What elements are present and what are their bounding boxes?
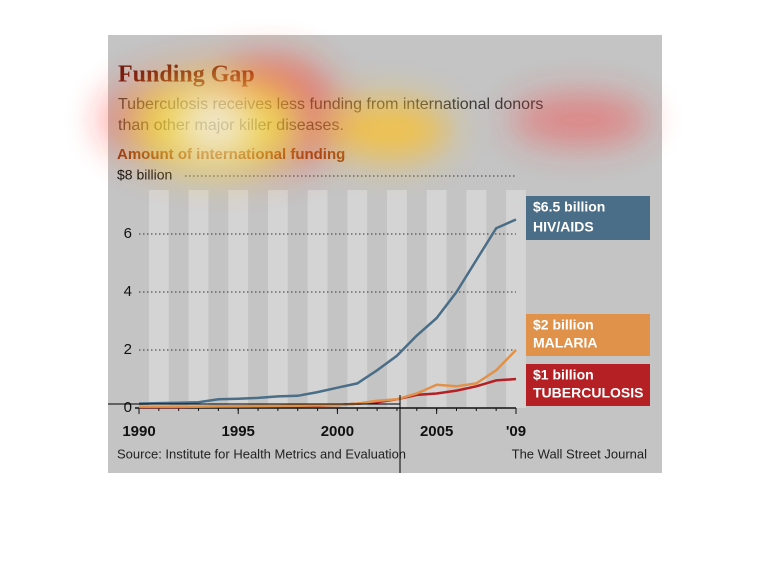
legend-label: TUBERCULOSIS [533,385,643,401]
heatmap [100,55,650,175]
data-label: $2 billion [533,317,594,333]
legend-box [526,196,650,240]
plot-area: 0 2 4 6 $8 billion 1990 1995 2000 2005 '09 $6.5 bi… [117,167,650,440]
x-tick-label: 2000 [321,423,354,440]
credit: The Wall Street Journal [512,446,647,461]
stripe [228,190,249,408]
x-tick-label: '09 [506,423,526,440]
x-tick-label: 2005 [420,423,453,440]
data-label: $6.5 billion [533,199,605,215]
series-line [139,349,517,408]
data-label: $1 billion [533,367,594,383]
stripe [426,190,447,408]
legend-box [526,364,650,406]
stripe [267,190,288,408]
stripe [188,190,209,408]
y-tick-label: 0 [124,399,132,416]
y-tick-label: 6 [124,225,132,242]
stripe [148,190,169,408]
series-line [138,218,517,405]
source: Source: Institute for Health Metrics and… [117,446,406,461]
legend-label: MALARIA [533,335,598,351]
y-tick-label: 4 [124,283,132,300]
y-tick-label: $8 billion [117,167,172,183]
stripe [387,190,407,408]
x-tick-label: 1995 [222,423,255,440]
x-tick-label: 1990 [122,423,155,440]
stripe [466,190,487,408]
stripe [307,190,328,408]
legend-label: HIV/AIDS [533,219,594,235]
y-tick-label: 2 [124,341,132,358]
stripe [347,190,368,408]
legend-box [526,314,650,356]
